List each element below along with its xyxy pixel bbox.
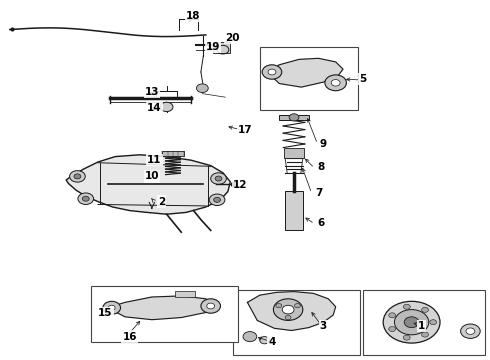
Circle shape (108, 305, 115, 310)
Bar (162, 151, 184, 156)
Circle shape (383, 301, 440, 343)
Bar (213, 42, 230, 53)
Text: 12: 12 (233, 180, 247, 190)
Text: 16: 16 (122, 332, 137, 342)
Circle shape (215, 176, 222, 181)
Bar (175, 291, 195, 297)
Text: 10: 10 (145, 171, 159, 181)
Text: 9: 9 (320, 139, 327, 149)
Text: 3: 3 (320, 321, 327, 331)
Text: 4: 4 (268, 337, 276, 347)
Text: 11: 11 (147, 155, 162, 165)
Text: 1: 1 (418, 321, 425, 331)
Text: 2: 2 (158, 197, 165, 207)
Circle shape (461, 324, 480, 338)
Polygon shape (108, 296, 216, 320)
Text: 8: 8 (318, 162, 324, 172)
Polygon shape (247, 292, 336, 330)
Circle shape (268, 69, 276, 75)
Circle shape (389, 313, 395, 318)
Text: 20: 20 (225, 33, 240, 43)
Circle shape (260, 337, 270, 344)
Circle shape (466, 328, 475, 334)
Bar (260, 47, 358, 110)
Circle shape (282, 305, 294, 314)
Circle shape (209, 194, 225, 206)
Circle shape (243, 332, 257, 342)
Circle shape (430, 320, 437, 325)
Circle shape (103, 301, 121, 314)
Text: 6: 6 (318, 218, 324, 228)
Bar (284, 148, 304, 158)
Polygon shape (66, 155, 230, 214)
Circle shape (421, 307, 428, 312)
Text: 18: 18 (186, 11, 201, 21)
Text: 5: 5 (359, 74, 366, 84)
Circle shape (421, 332, 428, 337)
Text: 14: 14 (147, 103, 162, 113)
Text: 15: 15 (98, 308, 113, 318)
Circle shape (403, 335, 410, 340)
Circle shape (201, 299, 220, 313)
Circle shape (160, 102, 173, 112)
Circle shape (196, 84, 208, 93)
Circle shape (289, 114, 299, 121)
Bar (91, 286, 238, 342)
Circle shape (262, 65, 282, 79)
Circle shape (389, 327, 395, 332)
Bar (363, 290, 485, 355)
Circle shape (276, 303, 282, 308)
Circle shape (285, 315, 291, 320)
Circle shape (294, 303, 300, 308)
Circle shape (325, 75, 346, 91)
Circle shape (273, 299, 303, 320)
Polygon shape (267, 58, 343, 87)
Circle shape (78, 193, 94, 204)
Circle shape (70, 171, 85, 182)
Circle shape (211, 173, 226, 184)
Circle shape (207, 303, 215, 309)
Circle shape (214, 197, 220, 202)
Text: 7: 7 (315, 188, 322, 198)
Circle shape (331, 80, 340, 86)
Text: 13: 13 (145, 87, 159, 97)
Circle shape (74, 174, 81, 179)
Circle shape (394, 310, 429, 335)
Bar (279, 115, 309, 120)
Circle shape (404, 317, 419, 328)
Text: 17: 17 (238, 125, 252, 135)
Circle shape (82, 196, 89, 201)
Text: 19: 19 (206, 42, 220, 52)
Circle shape (403, 304, 410, 309)
Bar (233, 290, 360, 355)
Bar (285, 191, 303, 230)
